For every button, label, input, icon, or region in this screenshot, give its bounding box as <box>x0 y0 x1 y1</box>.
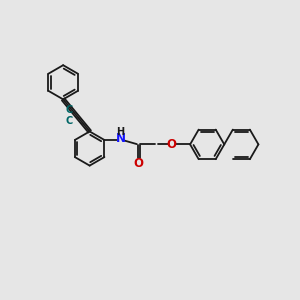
Text: C: C <box>65 116 73 126</box>
Text: N: N <box>116 132 126 145</box>
Text: H: H <box>117 127 125 137</box>
Text: O: O <box>167 138 177 151</box>
Text: O: O <box>133 157 143 170</box>
Text: C: C <box>65 104 73 115</box>
